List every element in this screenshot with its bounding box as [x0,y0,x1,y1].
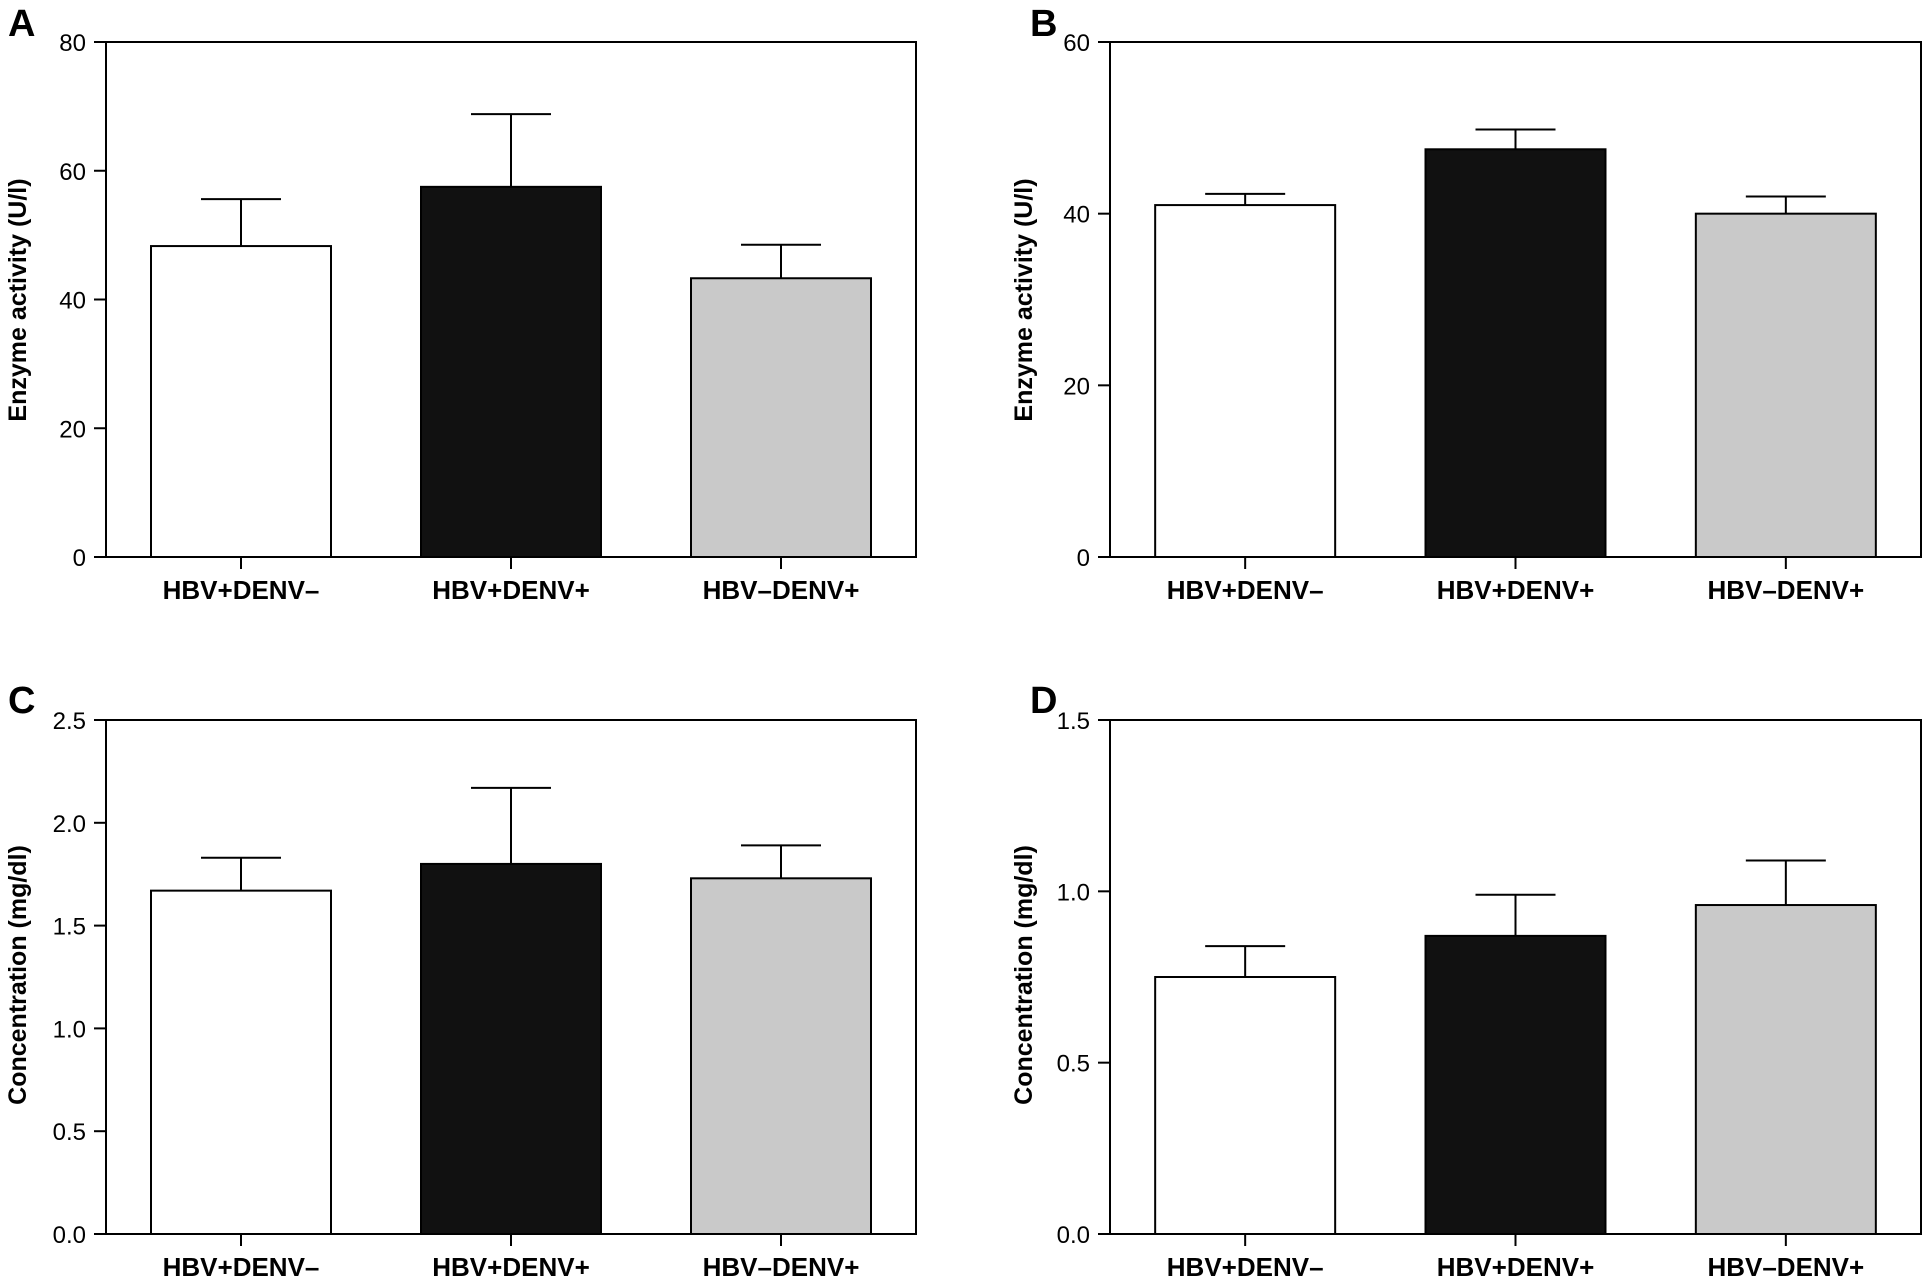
panel-b-category-label: HBV+DENV+ [1437,575,1595,605]
panel-d-y-axis-title: Concentration (mg/dl) [1010,845,1038,1105]
panel-b-y-tick-label: 60 [1063,30,1090,57]
panel-b-bar-1 [1154,204,1337,558]
panel-d-category-label: HBV–DENV+ [1707,1252,1864,1282]
panel-d-y-tick-label: 1.0 [1057,879,1090,906]
panel-d-y-tick-label: 0.5 [1057,1051,1090,1078]
panel-a-y-axis-title: Enzyme activity (U/l) [4,178,32,421]
panel-c-category-label: HBV–DENV+ [703,1252,860,1282]
panel-b-y-tick-label: 40 [1063,202,1090,229]
panel-a-bar-3 [690,277,872,558]
panel-c-bar-3 [690,877,872,1235]
panel-a-y-tick-label: 80 [59,30,86,57]
panel-d-label: D [1030,680,1057,722]
panel-d-bar-1 [1154,976,1337,1235]
panel-c-y-axis-title: Concentration (mg/dl) [4,845,32,1105]
panel-a-bar-1 [150,245,332,558]
panel-b-category-label: HBV+DENV– [1167,575,1324,605]
panel-c-y-tick-label: 0.5 [53,1119,86,1146]
panel-c-y-tick-label: 0.0 [53,1222,86,1249]
panel-c-label: C [8,680,35,722]
panel-c-y-tick-label: 1.5 [53,914,86,941]
panel-c: C 0.0 0.5 1.0 1.5 2.0 2.5 Concentration (mg/dl)… [4,680,917,1282]
panel-d: D 0.0 0.5 1.0 1.5 Concentration (mg/dl) HBV+DE… [1010,680,1922,1282]
panel-d-category-label: HBV+DENV+ [1437,1252,1595,1282]
panel-d-category-label: HBV+DENV– [1167,1252,1324,1282]
panel-d-bar-2 [1424,934,1607,1235]
panel-a-category-label: HBV+DENV– [163,575,320,605]
panel-b-category-label: HBV–DENV+ [1707,575,1864,605]
panel-c-y-tick-label: 2.5 [53,708,86,735]
panel-c-y-tick-label: 2.0 [53,811,86,838]
panel-b-y-axis-title: Enzyme activity (U/l) [1010,178,1038,421]
panel-d-y-tick-label: 1.5 [1057,708,1090,735]
panel-c-category-label: HBV+DENV– [163,1252,320,1282]
panel-a-label: A [8,3,35,45]
panel-b-y-tick-label: 20 [1063,373,1090,400]
panel-a-category-label: HBV+DENV+ [432,575,590,605]
panel-c-category-label: HBV+DENV+ [432,1252,590,1282]
panel-c-y-tick-label: 1.0 [53,1016,86,1043]
panel-a-y-tick-label: 20 [59,416,86,443]
panel-c-bar-1 [150,889,332,1235]
panel-a-y-tick-label: 0 [73,545,86,572]
panel-a-y-tick-label: 60 [59,159,86,186]
panel-a-bar-2 [420,185,602,558]
panel-a: A 0 20 40 60 80 Enzyme activity (U/l) HBV+DENV–… [4,3,917,605]
panel-b-bar-2 [1424,148,1607,559]
panel-c-bar-2 [420,862,602,1235]
panel-d-y-tick-label: 0.0 [1057,1222,1090,1249]
panel-a-category-label: HBV–DENV+ [703,575,860,605]
panel-b-bar-3 [1694,212,1877,559]
panel-d-bar-3 [1694,904,1877,1235]
panel-b-y-tick-label: 0 [1077,545,1090,572]
panel-a-y-tick-label: 40 [59,288,86,315]
panel-b-label: B [1030,3,1057,45]
panel-b: B 0 20 40 60 Enzyme activity (U/l) HBV+DENV– HB… [1010,3,1922,605]
